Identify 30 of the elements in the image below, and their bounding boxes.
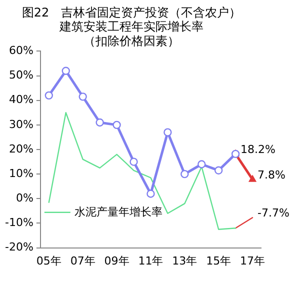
point xyxy=(164,128,172,136)
point xyxy=(62,66,70,75)
y-tick-label: -20% xyxy=(4,240,34,254)
data-label: 18.2% xyxy=(240,142,276,156)
x-tick-label: 17年 xyxy=(240,254,266,268)
point xyxy=(78,92,87,101)
point xyxy=(214,166,223,174)
y-tick-label: 40% xyxy=(8,93,34,106)
point xyxy=(112,120,121,130)
y-tick-label: 20% xyxy=(8,142,34,156)
x-tick-label: 07年 xyxy=(70,254,96,268)
x-tick-label: 05年 xyxy=(36,254,62,268)
y-tick-label: 50% xyxy=(8,68,34,82)
point xyxy=(198,160,206,168)
y-tick-label: 0% xyxy=(16,192,34,205)
y-tick-label: 10% xyxy=(8,166,34,180)
point xyxy=(44,91,54,100)
point xyxy=(130,158,138,166)
x-tick-label: 13年 xyxy=(172,254,198,268)
legend-label: 水泥产量年增长率 xyxy=(74,205,162,218)
x-tick-label: 11年 xyxy=(138,254,164,268)
x-tick-label: 15年 xyxy=(206,254,232,268)
data-label: -7.7% xyxy=(258,206,290,220)
y-tick-label: -10% xyxy=(4,216,34,230)
y-tick-label: 30% xyxy=(8,118,34,131)
point xyxy=(96,118,104,127)
data-label: 7.8% xyxy=(258,168,286,182)
x-tick-label: 09年 xyxy=(104,254,130,268)
point xyxy=(180,170,189,178)
point xyxy=(146,190,155,198)
